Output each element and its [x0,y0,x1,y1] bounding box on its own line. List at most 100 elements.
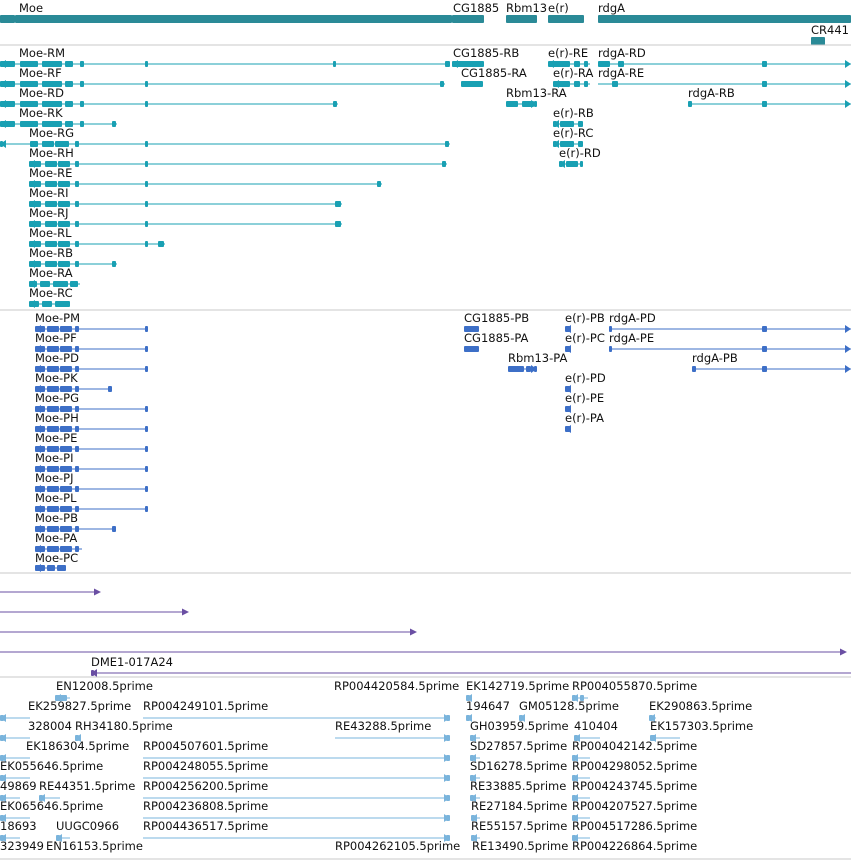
feature-en12008-5prime[interactable]: EN12008.5prime [55,679,153,702]
feature-sd27857-5prime[interactable]: SD27857.5prime [470,739,567,762]
feature-rbm13[interactable]: Rbm13 [506,1,547,23]
feature-rp004256200-5prime[interactable]: RP004256200.5prime [143,779,450,802]
feature-rdga-pd[interactable]: rdgA-PD [609,311,851,333]
feature-re27184-5prime[interactable]: RE27184.5prime [471,799,567,822]
feature-moe-pa[interactable]: Moe-PA [35,531,82,553]
feature-moe[interactable]: Moe [0,1,452,23]
feature-49869[interactable]: 49869 [0,779,37,802]
feature-ek290863-5prime[interactable]: EK290863.5prime [649,699,752,722]
feature-rp004226864-5prime[interactable]: RP004226864.5prime [572,839,697,853]
feature-re33885-5prime[interactable]: RE33885.5prime [470,779,566,802]
feature-moe-pm[interactable]: Moe-PM [35,311,148,333]
feature-rp004243745-5prime[interactable]: RP004243745.5prime [572,779,697,802]
feature-ek142719-5prime[interactable]: EK142719.5prime [466,679,569,702]
feature-e-r-pd[interactable]: e(r)-PD [565,371,606,393]
clone-feature[interactable] [0,608,189,616]
feature-sd16278-5prime[interactable]: SD16278.5prime [470,759,567,782]
feature-dme1-017a24[interactable]: DME1-017A24 [91,655,851,677]
feature-e-r-pc[interactable]: e(r)-PC [565,331,605,353]
feature-e-r-ra[interactable]: e(r)-RA [553,66,593,88]
feature-rdga-rb[interactable]: rdgA-RB [688,86,851,108]
feature-moe-pg[interactable]: Moe-PG [35,391,148,413]
feature-e-r-pe[interactable]: e(r)-PE [565,391,604,413]
feature-moe-re[interactable]: Moe-RE [29,166,382,188]
feature-re13490-5prime[interactable]: RE13490.5prime [472,839,568,853]
feature-323949[interactable]: 323949 [0,839,44,853]
feature-rp004420584-5prime[interactable]: RP004420584.5prime [334,679,459,693]
feature-ek186304-5prime[interactable]: EK186304.5prime [0,739,129,762]
feature-moe-pe[interactable]: Moe-PE [35,431,148,453]
feature-moe-pl[interactable]: Moe-PL [35,491,148,513]
feature-rp004249101-5prime[interactable]: RP004249101.5prime [143,699,450,722]
feature-rp004236808-5prime[interactable]: RP004236808.5prime [143,799,450,822]
clone-feature[interactable] [0,628,417,636]
feature-cg1885-pb[interactable]: CG1885-PB [464,311,529,332]
feature-moe-rc[interactable]: Moe-RC [29,286,73,308]
feature-moe-rm[interactable]: Moe-RM [0,46,450,68]
feature-moe-rf[interactable]: Moe-RF [0,66,445,88]
feature-moe-pi[interactable]: Moe-PI [35,451,148,473]
feature-ek157303-5prime[interactable]: EK157303.5prime [650,719,753,742]
feature-ek065646-5prime[interactable]: EK065646.5prime [0,799,103,822]
feature-e-r-pa[interactable]: e(r)-PA [565,411,604,433]
feature-moe-rl[interactable]: Moe-RL [29,226,165,248]
feature-re43288-5prime[interactable]: RE43288.5prime [335,719,450,742]
feature-rp004298052-5prime[interactable]: RP004298052.5prime [572,759,697,782]
feature-re44351-5prime[interactable]: RE44351.5prime [39,779,135,802]
feature-moe-pf[interactable]: Moe-PF [35,331,148,353]
feature-e-r-pb[interactable]: e(r)-PB [565,311,605,333]
feature-moe-rh[interactable]: Moe-RH [29,146,447,168]
feature-rdga[interactable]: rdgA [598,1,851,23]
feature-rp004517286-5prime[interactable]: RP004517286.5prime [572,819,697,842]
feature-moe-rk[interactable]: Moe-RK [0,106,117,128]
feature-rh34180-5prime[interactable]: RH34180.5prime [75,719,173,742]
feature-rp004507601-5prime[interactable]: RP004507601.5prime [143,739,450,762]
feature-gh03959-5prime[interactable]: GH03959.5prime [470,719,569,742]
feature-rp004262105-5prime[interactable]: RP004262105.5prime [335,839,460,853]
feature-moe-rj[interactable]: Moe-RJ [29,206,342,228]
feature-moe-pk[interactable]: Moe-PK [35,371,112,393]
feature-cg1885[interactable]: CG1885 [452,1,499,23]
feature-e-r-rb[interactable]: e(r)-RB [553,106,594,128]
feature-e-r-re[interactable]: e(r)-RE [548,46,590,68]
clone-feature[interactable] [0,588,101,596]
feature-e-r[interactable]: e(r) [548,1,584,23]
feature-re55157-5prime[interactable]: RE55157.5prime [471,819,567,842]
feature-uugc0966[interactable]: UUGC0966 [56,819,119,842]
feature-rbm13-pa[interactable]: Rbm13-PA [508,351,567,373]
feature-rp004042142-5prime[interactable]: RP004042142.5prime [572,739,697,762]
feature-cg1885-pa[interactable]: CG1885-PA [464,331,529,352]
feature-rp004248055-5prime[interactable]: RP004248055.5prime [143,759,450,782]
feature-410404[interactable]: 410404 [574,719,618,742]
feature-ek259827-5prime[interactable]: EK259827.5prime [0,699,131,722]
feature-moe-rd[interactable]: Moe-RD [0,86,338,108]
feature-gm05128-5prime[interactable]: GM05128.5prime [519,699,619,722]
feature-194647[interactable]: 194647 [466,699,510,722]
feature-rdga-rd[interactable]: rdgA-RD [598,46,851,68]
feature-rdga-pe[interactable]: rdgA-PE [609,331,851,353]
feature-moe-ra[interactable]: Moe-RA [29,266,80,288]
feature-moe-rb[interactable]: Moe-RB [29,246,117,268]
feature-rdga-pb[interactable]: rdgA-PB [692,351,851,373]
feature-cg1885-rb[interactable]: CG1885-RB [452,46,519,68]
feature-e-r-rc[interactable]: e(r)-RC [553,126,593,148]
feature-ek055646-5prime[interactable]: EK055646.5prime [0,759,103,782]
feature-328004[interactable]: 328004 [0,719,72,742]
feature-rp004055870-5prime[interactable]: RP004055870.5prime [572,679,697,702]
feature-moe-pj[interactable]: Moe-PJ [35,471,148,493]
clone-feature[interactable] [0,648,847,656]
feature-rbm13-ra[interactable]: Rbm13-RA [506,86,567,108]
feature-18693[interactable]: 18693 [0,819,37,842]
feature-e-r-rd[interactable]: e(r)-RD [559,146,601,168]
feature-rp004207527-5prime[interactable]: RP004207527.5prime [572,799,697,822]
feature-moe-pb[interactable]: Moe-PB [35,511,116,533]
feature-moe-rg[interactable]: Moe-RG [0,126,450,148]
feature-cr441[interactable]: CR441 [811,23,849,45]
feature-moe-pc[interactable]: Moe-PC [35,551,78,572]
feature-cg1885-ra[interactable]: CG1885-RA [461,66,527,87]
feature-moe-pd[interactable]: Moe-PD [35,351,148,373]
feature-rdga-re[interactable]: rdgA-RE [598,66,851,88]
feature-rp004436517-5prime[interactable]: RP004436517.5prime [143,819,450,842]
feature-moe-ph[interactable]: Moe-PH [35,411,148,433]
feature-en16153-5prime[interactable]: EN16153.5prime [46,839,143,853]
